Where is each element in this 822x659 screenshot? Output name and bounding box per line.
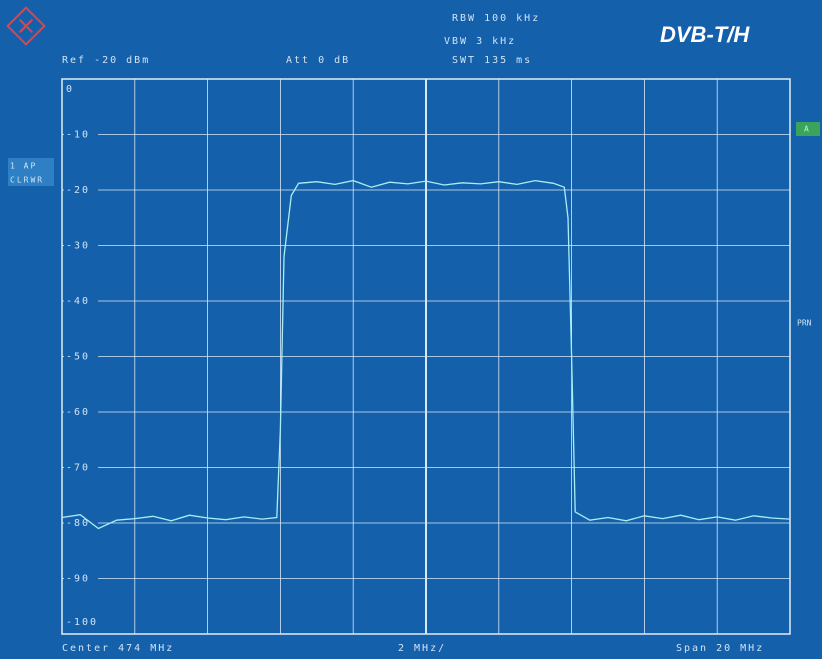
chart-title: DVB-T/H — [660, 22, 750, 47]
swt-label: SWT 135 ms — [452, 55, 532, 66]
mode-label: CLRWR — [10, 176, 44, 185]
y-tick-label: -40 — [66, 296, 90, 307]
rbw-label: RBW 100 kHz — [452, 13, 540, 24]
tick-label-bg — [64, 184, 98, 196]
att-label: Att 0 dB — [286, 55, 350, 66]
y-tick-label: -30 — [66, 241, 90, 252]
ref-label: Ref -20 dBm — [62, 55, 150, 66]
div-label: 2 MHz/ — [398, 643, 446, 654]
logo-stroke — [18, 18, 34, 34]
marker-a-label: A — [804, 125, 811, 134]
tick-label-bg — [64, 406, 98, 418]
y-tick-label: -70 — [66, 463, 90, 474]
logo — [6, 6, 46, 46]
tick-label-bg — [64, 239, 98, 252]
trace — [61, 179, 791, 530]
prn-label: PRN — [797, 319, 812, 328]
y-tick-label: -10 — [66, 130, 90, 141]
y-tick-label: -20 — [66, 185, 90, 196]
vbw-label: VBW 3 kHz — [444, 36, 516, 47]
tick-label-bg — [64, 350, 98, 363]
tick-label-bg — [64, 461, 98, 474]
tick-label-bg — [64, 616, 98, 628]
marker-a-box — [796, 122, 820, 136]
center-label: Center 474 MHz — [62, 643, 174, 654]
tick-label-bg — [64, 83, 98, 95]
y-tick-label: 0 — [66, 84, 74, 95]
logo-diamond — [6, 6, 46, 46]
span-label: Span 20 MHz — [676, 643, 764, 654]
trace-label: 1 AP — [10, 162, 37, 171]
y-tick-label: -90 — [66, 574, 90, 585]
y-tick-label: -100 — [66, 617, 98, 628]
tick-label-bg — [64, 128, 98, 141]
tick-label-bg — [64, 572, 98, 585]
tick-label-bg — [64, 295, 98, 307]
y-tick-label: -80 — [66, 518, 90, 529]
trace-info-box — [8, 158, 54, 186]
y-tick-label: -50 — [66, 352, 90, 363]
y-tick-label: -60 — [66, 407, 90, 418]
tick-label-bg — [64, 517, 98, 529]
